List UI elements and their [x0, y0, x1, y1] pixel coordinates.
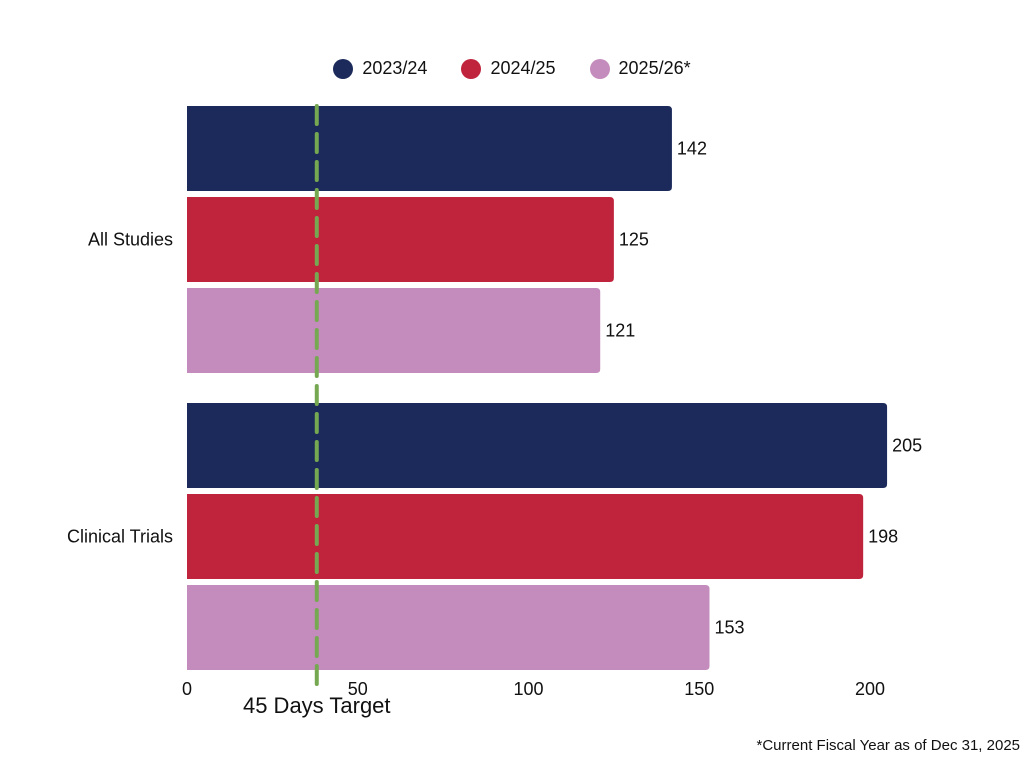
x-tick-200: 200	[855, 679, 885, 699]
bar-all-studies-2024-25	[187, 197, 614, 282]
data-label-all-studies-2023-24: 142	[677, 139, 707, 159]
category-label-all-studies: All Studies	[88, 230, 173, 250]
data-label-all-studies-2025-26: 121	[605, 321, 635, 341]
bar-all-studies-2025-26	[187, 288, 601, 373]
footnote: *Current Fiscal Year as of Dec 31, 2025	[756, 737, 1020, 754]
data-label-all-studies-2024-25: 125	[619, 230, 649, 250]
legend-item-2023-24: 2023/24	[333, 58, 427, 79]
x-tick-0: 0	[182, 679, 192, 699]
legend-label-2024-25: 2024/25	[490, 58, 556, 78]
data-label-clinical-trials-2023-24: 205	[892, 436, 922, 456]
legend-label-2025-26: 2025/26*	[618, 58, 691, 78]
target-label: 45 Days Target	[243, 693, 391, 718]
legend-label-2023-24: 2023/24	[362, 58, 428, 78]
legend-swatch-2023-24	[333, 58, 354, 79]
bar-clinical-trials-2023-24	[187, 403, 888, 488]
legend: 2023/24 2024/25 2025/26*	[0, 58, 1024, 79]
legend-swatch-2024-25	[461, 58, 482, 79]
x-tick-100: 100	[513, 679, 543, 699]
x-tick-150: 150	[684, 679, 714, 699]
data-label-clinical-trials-2025-26: 153	[714, 618, 744, 638]
legend-item-2024-25: 2024/25	[461, 58, 556, 79]
data-label-clinical-trials-2024-25: 198	[868, 527, 898, 547]
legend-item-2025-26: 2025/26*	[589, 58, 691, 79]
x-tick-50: 50	[348, 679, 368, 699]
bar-all-studies-2023-24	[187, 106, 672, 191]
bar-clinical-trials-2024-25	[187, 494, 864, 579]
category-label-clinical-trials: Clinical Trials	[67, 527, 173, 547]
legend-swatch-2025-26	[589, 58, 610, 79]
bar-clinical-trials-2025-26	[187, 585, 710, 670]
